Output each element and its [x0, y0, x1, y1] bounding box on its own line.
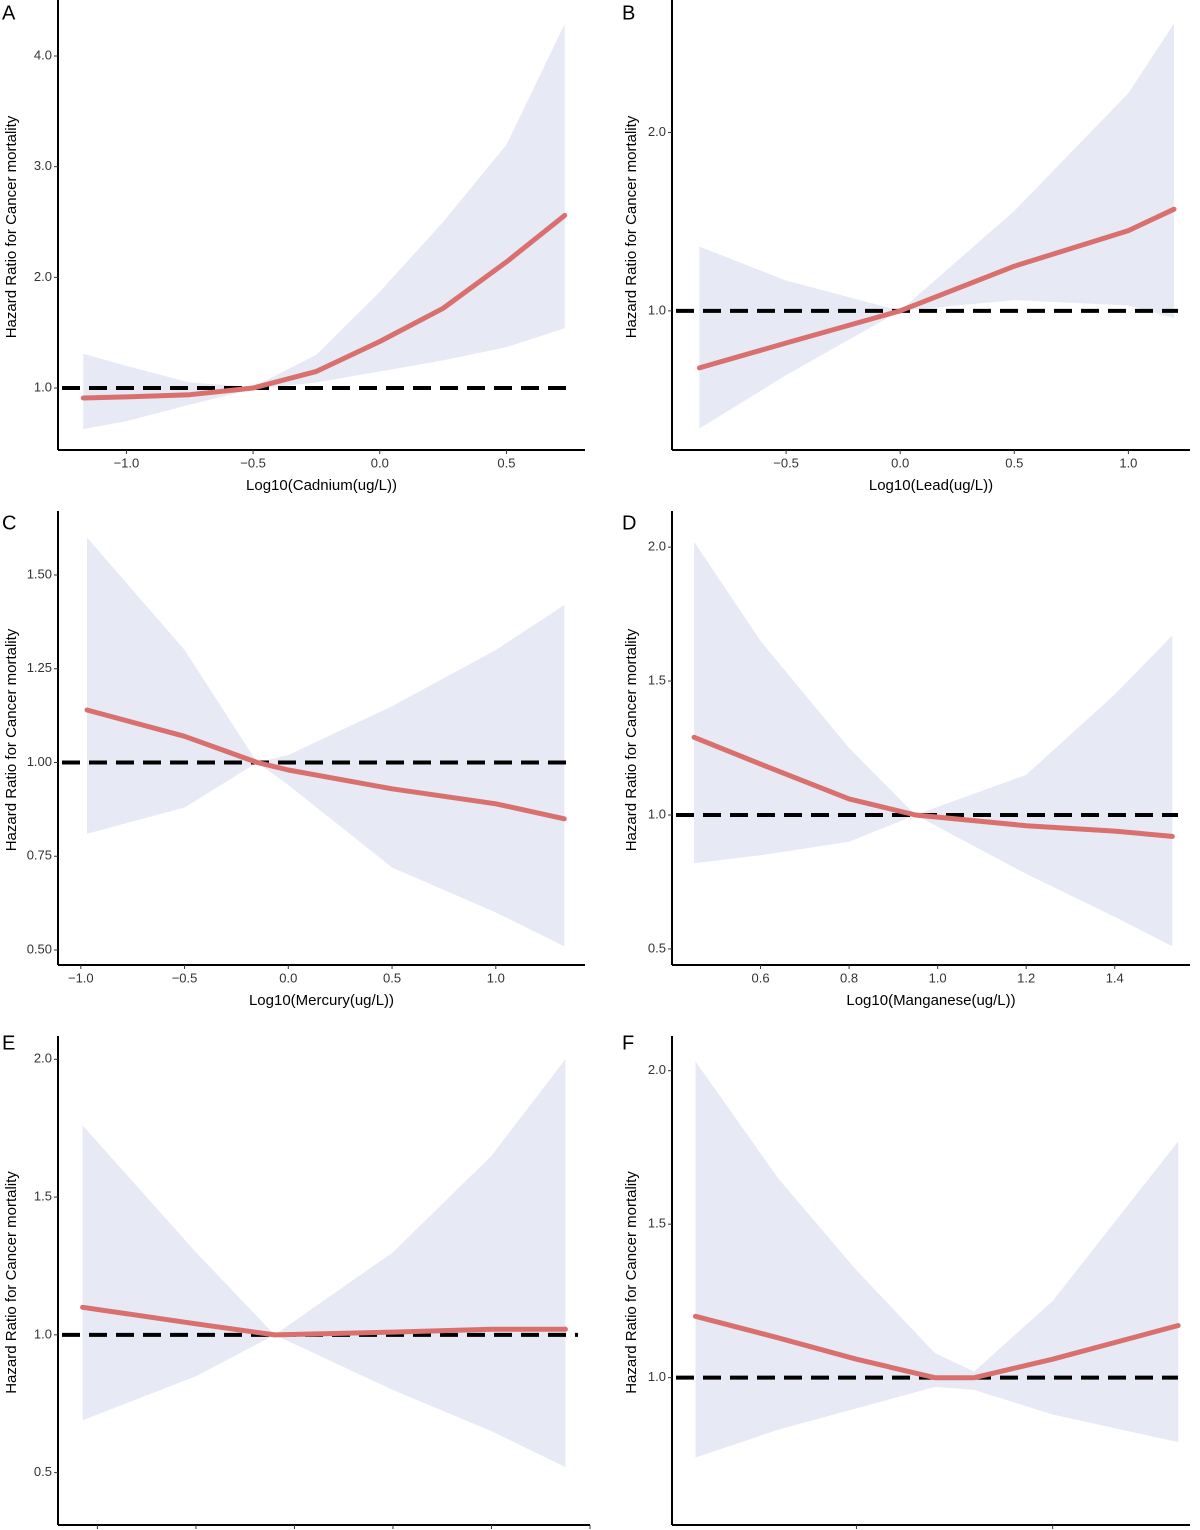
y-tick-label: 1.5	[34, 1189, 52, 1204]
x-tick-label: 0.0	[371, 455, 389, 470]
y-tick-label: 1.0	[34, 1326, 52, 1341]
confidence-band	[699, 23, 1174, 429]
x-tick-label: −1.0	[114, 455, 140, 470]
x-tick-label: 1.0	[929, 970, 947, 985]
y-axis-title: Hazard Ratio for Cancer mortality	[3, 1171, 20, 1394]
x-tick-label: −0.5	[773, 455, 799, 470]
panel: 1.0 2.0 −0.5 0.0 0.5 1.0 Log10(Lead(ug/L)) Haza…	[622, 0, 1190, 494]
x-tick-label: −1.0	[68, 970, 94, 985]
x-axis-title: Log10(Cadnium(ug/L))	[246, 477, 397, 494]
x-tick-label: −0.5	[240, 455, 266, 470]
y-tick-label: 0.5	[34, 1464, 52, 1479]
confidence-band	[82, 1059, 566, 1468]
panel: 1.0 2.0 3.0 4.0 −1.0 −0.5 0.0 0.5 Log10(Cadnium(…	[2, 0, 585, 494]
y-axis-title: Hazard Ratio for Cancer mortality	[623, 1171, 640, 1394]
y-axis-title: Hazard Ratio for Cancer mortality	[623, 628, 640, 851]
panel-label: E	[2, 1032, 15, 1054]
hazard-curve	[80, 212, 568, 401]
x-axis-title: Log10(Mercury(ug/L))	[249, 992, 394, 1009]
y-tick-label: 1.00	[27, 754, 52, 769]
y-tick-label: 2.0	[648, 539, 666, 554]
x-tick-label: 1.0	[487, 970, 505, 985]
y-tick-label: 0.50	[27, 941, 52, 956]
panel-label: D	[622, 512, 636, 534]
panel-label: C	[2, 512, 16, 534]
x-tick-label: 0.0	[279, 970, 297, 985]
y-tick-label: 2.0	[34, 269, 52, 284]
confidence-band	[87, 537, 565, 947]
panel-label: F	[622, 1032, 634, 1054]
y-tick-label: 2.0	[648, 1062, 666, 1077]
hazard-curve	[691, 734, 1175, 839]
y-tick-label: 1.25	[27, 660, 52, 675]
y-tick-label: 3.0	[34, 158, 52, 173]
y-tick-label: 4.0	[34, 47, 52, 62]
x-tick-label: 1.4	[1106, 970, 1124, 985]
panel-label: A	[2, 2, 16, 24]
x-tick-label: 0.5	[1005, 455, 1023, 470]
panel: 0.50 0.75 1.00 1.25 1.50 −1.0 −0.5 0.0 0.5 1.0 Log…	[2, 511, 585, 1009]
y-tick-label: 1.0	[648, 1369, 666, 1384]
x-axis-title: Log10(Lead(ug/L))	[869, 477, 993, 494]
y-axis-title: Hazard Ratio for Cancer mortality	[3, 628, 20, 851]
hazard-curve	[696, 206, 1177, 371]
panel: 0.5 1.0 1.5 2.0 0.6 0.8 1.0 1.2 1.4 Log10(Mangane…	[622, 511, 1190, 1009]
y-tick-label: 0.5	[648, 940, 666, 955]
x-tick-label: 0.0	[891, 455, 909, 470]
hazard-curve	[84, 707, 567, 822]
y-axis-title: Hazard Ratio for Cancer mortality	[623, 115, 640, 338]
x-tick-label: 1.2	[1017, 970, 1035, 985]
y-tick-label: 1.0	[648, 806, 666, 821]
confidence-band	[694, 541, 1173, 947]
hazard-curve	[80, 1304, 568, 1338]
y-tick-label: 2.0	[648, 124, 666, 139]
y-tick-label: 1.50	[27, 566, 52, 581]
panel: 0.51.01.52.02.12.22.32.42.52.6Log10(Sele…	[2, 1032, 591, 1529]
confidence-band	[83, 23, 565, 430]
confidence-band	[695, 1061, 1179, 1458]
y-tick-label: 0.75	[27, 848, 52, 863]
x-axis-title: Log10(Manganese(ug/L))	[846, 992, 1015, 1009]
y-tick-label: 1.0	[34, 379, 52, 394]
hazard-curve	[693, 1313, 1181, 1381]
x-tick-label: 1.0	[1119, 455, 1137, 470]
x-tick-label: −0.5	[172, 970, 198, 985]
y-tick-label: 1.5	[648, 1216, 666, 1231]
y-axis-title: Hazard Ratio for Cancer mortality	[3, 115, 20, 338]
panel-label: B	[622, 2, 635, 24]
y-tick-label: 1.5	[648, 673, 666, 688]
y-tick-label: 2.0	[34, 1051, 52, 1066]
x-tick-label: 0.5	[383, 970, 401, 985]
y-tick-label: 1.0	[648, 302, 666, 317]
x-tick-label: 0.6	[752, 970, 770, 985]
x-tick-label: 0.5	[497, 455, 515, 470]
x-tick-label: 0.8	[840, 970, 858, 985]
